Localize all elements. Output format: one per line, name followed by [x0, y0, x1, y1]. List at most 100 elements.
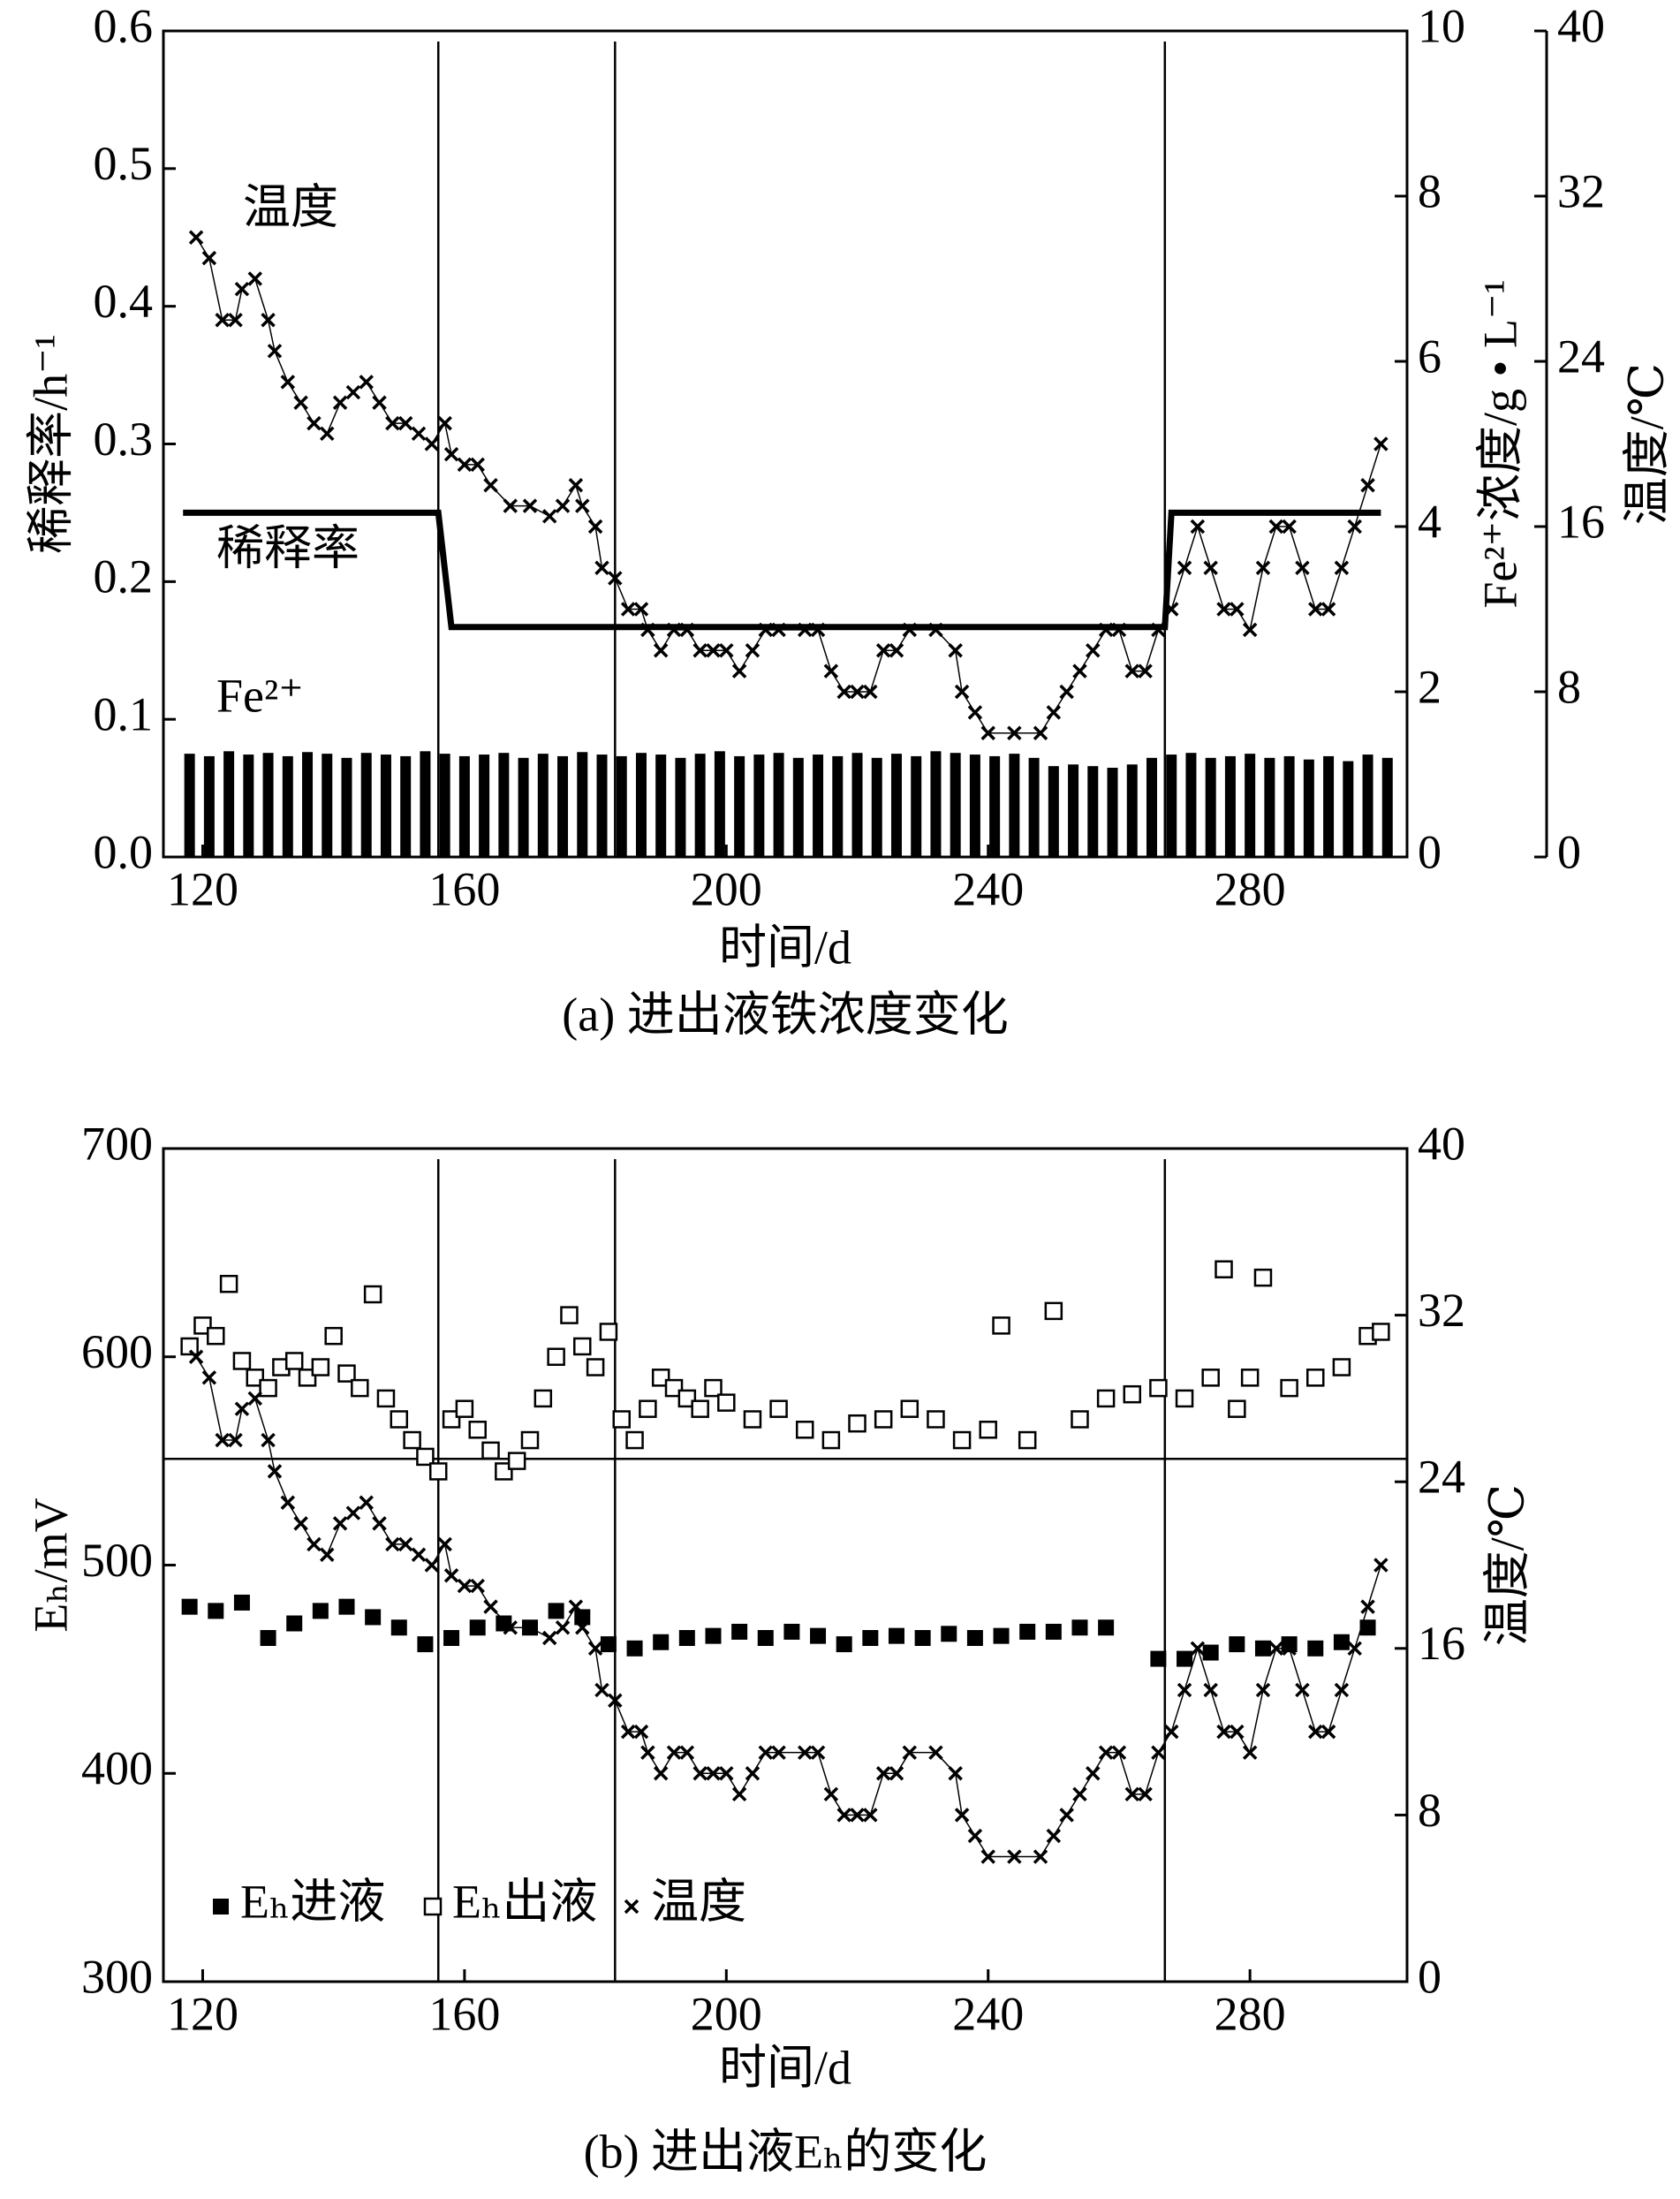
point	[967, 1828, 983, 1844]
point	[706, 643, 721, 658]
bar	[1185, 753, 1197, 857]
point	[863, 684, 878, 700]
point	[745, 1766, 761, 1781]
point	[1203, 560, 1218, 575]
point	[1177, 1650, 1193, 1667]
point	[836, 684, 851, 700]
point	[888, 1627, 904, 1644]
x-tick-label: 240	[952, 1987, 1024, 2040]
point	[1007, 725, 1022, 740]
point	[594, 1682, 609, 1698]
point	[653, 1766, 669, 1781]
legend-marker	[624, 1899, 639, 1915]
point	[1033, 1849, 1048, 1864]
y3-tick-label: 0	[1557, 825, 1581, 878]
point	[1306, 1369, 1325, 1387]
point	[234, 281, 250, 297]
point	[875, 643, 891, 658]
y2-tick-label: 10	[1418, 0, 1465, 52]
point	[1360, 478, 1375, 493]
point	[260, 1630, 276, 1647]
bar	[1166, 754, 1177, 857]
x-tick-label: 200	[691, 1987, 762, 2040]
point	[522, 1619, 538, 1635]
point	[280, 375, 296, 390]
bar	[989, 755, 1001, 857]
bar	[911, 755, 922, 857]
point	[390, 1619, 407, 1636]
y-tick-label: 600	[81, 1325, 153, 1378]
point	[1254, 1640, 1271, 1657]
point	[1332, 1358, 1351, 1376]
y3-tick-label: 24	[1557, 330, 1605, 383]
point	[1333, 1634, 1350, 1650]
bar	[498, 753, 510, 857]
bar	[1224, 755, 1236, 857]
point	[850, 1808, 865, 1823]
point	[1228, 1399, 1246, 1418]
point	[1046, 705, 1062, 720]
point	[1230, 1724, 1245, 1740]
bar	[1323, 755, 1335, 857]
point	[1059, 684, 1074, 700]
legend-label: 温度	[651, 1875, 746, 1928]
bar	[1087, 766, 1099, 857]
point	[1359, 1619, 1376, 1636]
point	[495, 1462, 513, 1481]
y-tick-label: 0.3	[94, 413, 154, 466]
point	[797, 1745, 813, 1760]
point	[1149, 1378, 1168, 1398]
point	[1372, 1323, 1390, 1341]
point	[1347, 519, 1362, 535]
point	[1203, 1682, 1218, 1698]
point	[677, 1389, 697, 1408]
point	[320, 1547, 335, 1562]
point	[247, 271, 262, 286]
point	[758, 1745, 774, 1760]
point	[1044, 1301, 1063, 1321]
x-tick-label: 280	[1215, 862, 1286, 915]
point	[246, 1369, 264, 1387]
bar	[1245, 754, 1256, 857]
bar	[832, 755, 844, 857]
y2-tick-label: 6	[1418, 330, 1442, 383]
point	[1280, 1378, 1298, 1398]
point	[1019, 1623, 1036, 1640]
x-tick-label: 120	[167, 862, 238, 915]
point	[1071, 1410, 1089, 1429]
point	[836, 1636, 852, 1653]
bar	[518, 757, 529, 857]
point	[284, 1352, 304, 1370]
point	[1018, 1430, 1037, 1450]
point	[797, 622, 813, 638]
point	[1177, 1682, 1192, 1698]
series-label: 稀释率	[216, 521, 359, 574]
point	[359, 1495, 374, 1511]
point	[337, 1364, 356, 1383]
bar	[1303, 759, 1314, 857]
x-tick-label: 120	[167, 1987, 238, 2040]
point	[259, 1378, 277, 1398]
point	[608, 1693, 623, 1708]
point	[483, 478, 498, 493]
point	[575, 498, 590, 513]
point	[666, 622, 682, 638]
point	[503, 1619, 518, 1635]
point	[338, 1598, 355, 1615]
point	[181, 1598, 198, 1615]
y2-tick-label: 0	[1418, 825, 1442, 878]
point	[201, 1370, 217, 1385]
bar	[243, 754, 254, 857]
point	[719, 643, 734, 658]
point	[1150, 1650, 1167, 1667]
point	[411, 1547, 427, 1562]
y3-axis-label: 温度/℃	[1620, 363, 1673, 525]
point	[1096, 1389, 1116, 1408]
point	[1230, 602, 1245, 617]
point	[745, 643, 761, 658]
bar	[616, 755, 627, 857]
bar	[302, 752, 314, 857]
point	[390, 1410, 409, 1429]
point	[1215, 1260, 1233, 1278]
